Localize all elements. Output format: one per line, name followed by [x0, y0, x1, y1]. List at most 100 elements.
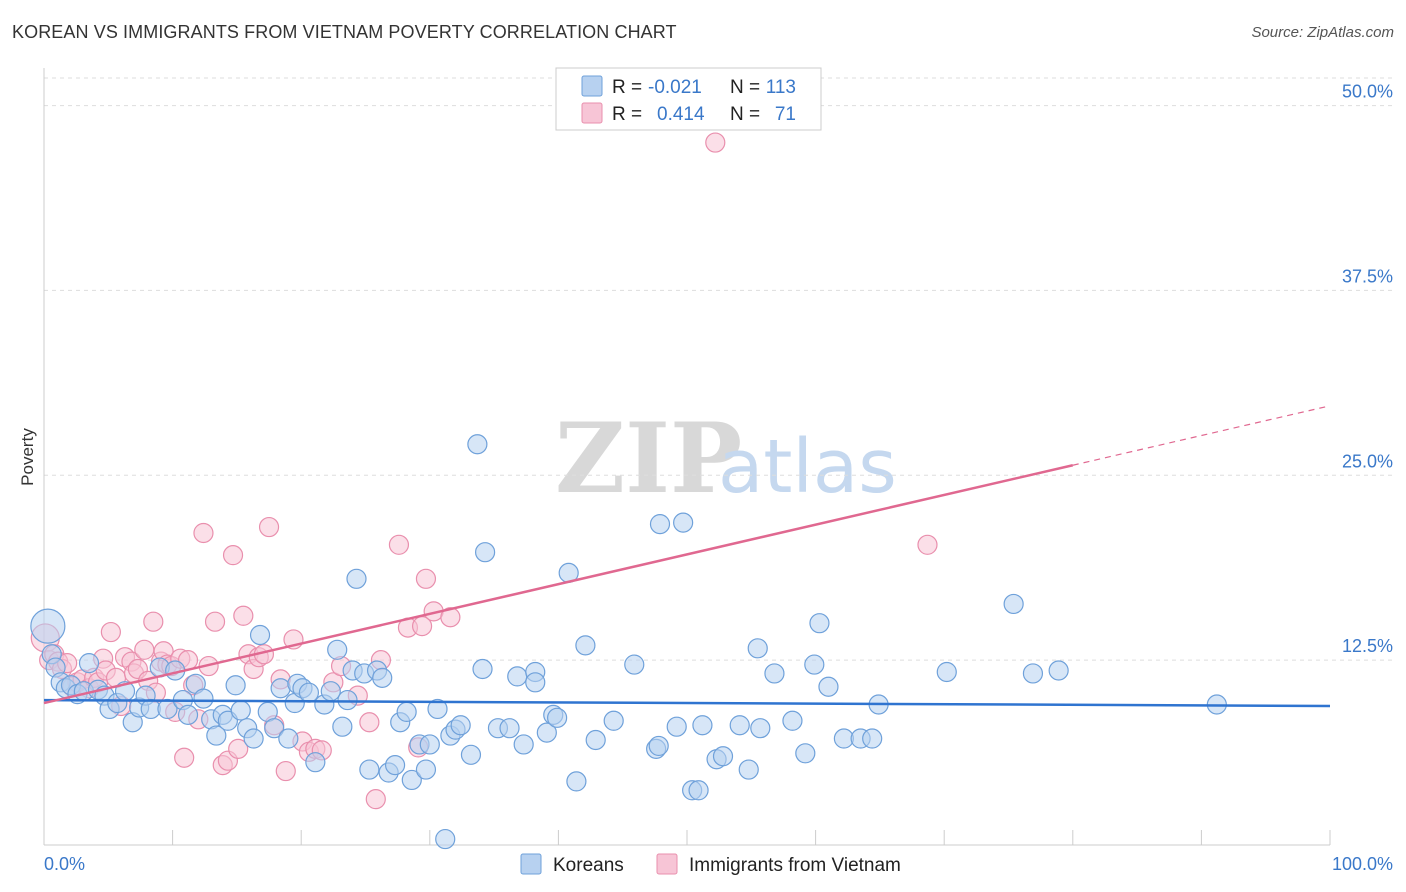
- koreans-swatch: [581, 75, 603, 97]
- korean-point: [804, 654, 825, 675]
- vietnam-point: [365, 789, 386, 810]
- korean-point: [230, 700, 251, 721]
- vietnam-point: [705, 132, 726, 153]
- vietnam-point: [143, 611, 164, 632]
- vietnam-n-label: N =: [730, 104, 760, 125]
- koreans-trend-line: [43, 698, 1331, 708]
- korean-point: [547, 707, 568, 728]
- korean-point: [225, 675, 246, 696]
- korean-point: [585, 729, 606, 751]
- korean-point: [673, 512, 694, 533]
- korean-point: [372, 667, 393, 688]
- korean-point: [30, 608, 66, 644]
- vietnam-trend-extension: [1072, 405, 1331, 466]
- vietnam-point: [134, 639, 155, 660]
- vietnam-r-value: 0.414: [657, 104, 705, 125]
- korean-point: [472, 658, 493, 680]
- korean-point: [1003, 593, 1024, 615]
- korean-point: [419, 734, 440, 755]
- vietnam-point: [917, 534, 938, 555]
- axes: [43, 68, 1330, 846]
- vietnam-trend-line: [43, 464, 1074, 705]
- y-tick-label: 12.5%: [1342, 636, 1393, 656]
- korean-point: [603, 710, 624, 731]
- legend-koreans-swatch: [520, 853, 542, 875]
- korean-point: [764, 663, 785, 684]
- korean-point: [747, 638, 768, 659]
- korean-point: [346, 568, 367, 589]
- korean-point: [298, 682, 320, 703]
- korean-point: [782, 710, 803, 731]
- korean-point: [649, 513, 671, 535]
- korean-point: [1048, 660, 1069, 681]
- vietnam-point: [359, 712, 380, 733]
- korean-point: [193, 688, 214, 709]
- vietnam-point: [204, 611, 226, 632]
- x-tick-labels: 0.0% 100.0%: [44, 854, 1393, 874]
- source-credit: Source: ZipAtlas.com: [1251, 24, 1394, 41]
- stats-legend: R = -0.021 N = 113 R = 0.414 N = 71: [555, 67, 822, 131]
- korean-point: [359, 759, 380, 780]
- y-tick-label: 37.5%: [1342, 266, 1393, 286]
- series-legend: Koreans Immigrants from Vietnam: [520, 853, 901, 876]
- korean-point: [499, 718, 520, 739]
- watermark-atlas: atlas: [718, 424, 897, 510]
- korean-point: [460, 744, 482, 765]
- koreans-r-label: R =: [612, 77, 642, 98]
- series-koreans-points: [30, 434, 1227, 850]
- vietnam-point: [193, 522, 214, 544]
- legend-koreans-label: Koreans: [553, 855, 624, 876]
- korean-point: [795, 743, 816, 764]
- korean-point: [809, 613, 830, 634]
- x-tick-label-min: 0.0%: [44, 854, 85, 874]
- korean-point: [513, 734, 534, 755]
- korean-point: [270, 678, 291, 699]
- korean-point: [305, 752, 326, 773]
- vietnam-point: [258, 516, 280, 538]
- korean-point: [337, 689, 358, 711]
- korean-point: [327, 639, 348, 660]
- vietnam-point: [228, 738, 249, 759]
- y-tick-label: 25.0%: [1342, 451, 1393, 471]
- legend-vietnam-label: Immigrants from Vietnam: [689, 855, 901, 876]
- korean-point: [396, 701, 417, 723]
- vietnam-point: [275, 760, 296, 782]
- korean-point: [278, 728, 299, 749]
- koreans-n-value: 113: [766, 77, 796, 98]
- korean-point: [575, 635, 596, 656]
- vietnam-point: [388, 534, 410, 555]
- chart-title: KOREAN VS IMMIGRANTS FROM VIETNAM POVERT…: [12, 22, 677, 42]
- koreans-r-value: -0.021: [648, 77, 702, 98]
- korean-point: [666, 716, 687, 737]
- korean-point: [536, 722, 557, 743]
- korean-point: [249, 624, 271, 646]
- korean-point: [936, 661, 957, 683]
- vietnam-point: [415, 568, 437, 589]
- legend-vietnam-swatch: [656, 853, 678, 875]
- korean-point: [525, 672, 546, 693]
- korean-point: [750, 718, 771, 739]
- korean-point: [474, 542, 496, 563]
- korean-point: [177, 704, 199, 725]
- vietnam-n-value: 71: [775, 104, 796, 125]
- korean-point: [206, 725, 227, 746]
- korean-point: [648, 735, 669, 757]
- korean-point: [332, 716, 353, 737]
- vietnam-point: [222, 545, 244, 566]
- korean-point: [401, 769, 422, 791]
- korean-point: [507, 666, 528, 687]
- korean-point: [729, 715, 750, 736]
- korean-point: [467, 434, 488, 455]
- korean-point: [415, 759, 437, 780]
- trend-lines: [43, 405, 1331, 708]
- vietnam-r-label: R =: [612, 104, 642, 125]
- korean-point: [427, 698, 448, 720]
- vietnam-point: [233, 605, 254, 626]
- korean-point: [862, 728, 883, 749]
- vietnam-point: [100, 621, 121, 643]
- korean-point: [566, 771, 587, 792]
- watermark-zip: ZIP: [555, 402, 742, 515]
- korean-point: [450, 715, 471, 736]
- korean-point: [712, 746, 734, 767]
